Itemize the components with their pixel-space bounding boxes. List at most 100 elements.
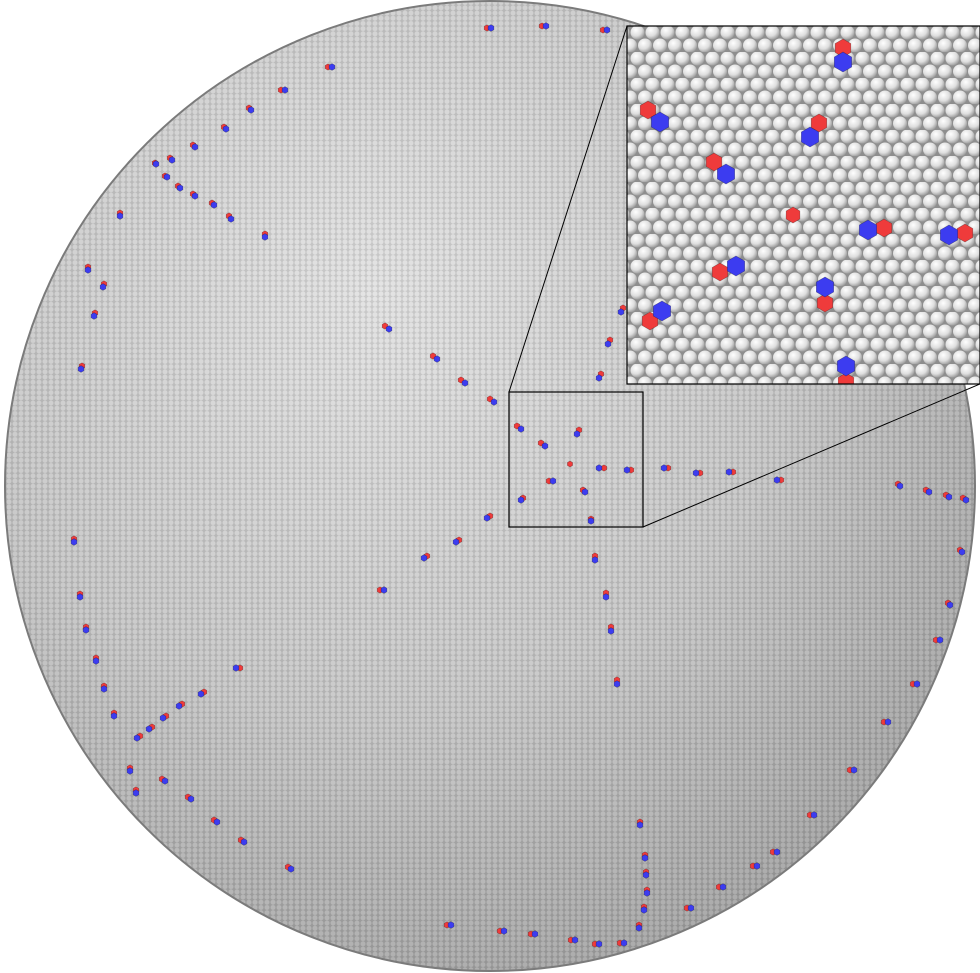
defect-blue-marker	[815, 276, 835, 298]
defect-blue-marker	[650, 111, 670, 133]
defect-blue-marker	[126, 767, 134, 775]
defect-blue-marker	[716, 163, 736, 185]
defect-blue-marker	[232, 664, 240, 672]
defect-blue-marker	[159, 714, 167, 722]
defect-blue-marker	[617, 308, 625, 316]
defect-red-marker	[567, 460, 573, 468]
defect-blue-marker	[946, 601, 954, 609]
defect-blue-marker	[939, 224, 959, 246]
defect-blue-marker	[641, 854, 649, 862]
defect-blue-marker	[281, 86, 289, 94]
defect-blue-marker	[227, 215, 235, 223]
defect-blue-marker	[77, 365, 85, 373]
defect-blue-marker	[958, 548, 966, 556]
defect-blue-marker	[461, 379, 469, 387]
defect-red-marker	[837, 372, 855, 384]
defect-blue-marker	[595, 464, 603, 472]
defect-blue-marker	[773, 848, 781, 856]
defect-blue-marker	[100, 685, 108, 693]
defect-blue-marker	[420, 554, 428, 562]
defect-blue-marker	[602, 593, 610, 601]
defect-blue-marker	[191, 192, 199, 200]
defect-blue-marker	[753, 862, 761, 870]
defect-blue-marker	[936, 636, 944, 644]
defect-blue-marker	[913, 680, 921, 688]
defect-blue-marker	[850, 766, 858, 774]
defect-blue-marker	[176, 184, 184, 192]
defect-blue-marker	[642, 871, 650, 879]
defect-blue-marker	[500, 927, 508, 935]
defect-blue-marker	[328, 63, 336, 71]
defect-blue-marker	[447, 921, 455, 929]
defect-scars	[70, 22, 970, 948]
defect-blue-marker	[925, 488, 933, 496]
defect-blue-marker	[116, 212, 124, 220]
defect-red-marker	[875, 218, 893, 238]
defect-blue-marker	[542, 22, 550, 30]
defect-blue-marker	[483, 514, 491, 522]
central-disclination-marker	[785, 206, 801, 224]
defect-blue-marker	[587, 517, 595, 525]
defect-blue-marker	[517, 425, 525, 433]
defect-blue-marker	[213, 818, 221, 826]
defect-blue-marker	[962, 496, 970, 504]
defect-blue-marker	[175, 702, 183, 710]
defect-blue-marker	[773, 476, 781, 484]
defect-red-marker	[705, 152, 723, 172]
defect-blue-marker	[595, 940, 603, 948]
defect-blue-marker	[517, 496, 525, 504]
defect-blue-marker	[380, 586, 388, 594]
defect-blue-marker	[896, 482, 904, 490]
defect-blue-marker	[92, 657, 100, 665]
defect-blue-marker	[726, 255, 746, 277]
defect-blue-marker	[640, 906, 648, 914]
defect-blue-marker	[607, 627, 615, 635]
defect-blue-marker	[145, 725, 153, 733]
defect-blue-marker	[858, 219, 878, 241]
defect-blue-marker	[800, 126, 820, 148]
defect-red-marker	[639, 100, 657, 120]
defect-blue-marker	[261, 233, 269, 241]
defect-blue-marker	[643, 889, 651, 897]
defect-blue-marker	[833, 51, 853, 73]
defect-blue-marker	[549, 477, 557, 485]
defect-blue-marker	[163, 173, 171, 181]
defect-blue-marker	[132, 789, 140, 797]
defect-blue-marker	[490, 398, 498, 406]
inset-callout-line	[508, 25, 628, 393]
defect-blue-marker	[620, 939, 628, 947]
defect-blue-marker	[452, 538, 460, 546]
defect-blue-marker	[591, 556, 599, 564]
defect-blue-marker	[531, 930, 539, 938]
defect-blue-marker	[541, 442, 549, 450]
defect-blue-marker	[836, 355, 856, 377]
defect-blue-marker	[613, 680, 621, 688]
defect-blue-marker	[581, 488, 589, 496]
defect-blue-marker	[240, 838, 248, 846]
defect-blue-marker	[197, 690, 205, 698]
defect-blue-marker	[810, 811, 818, 819]
defect-red-marker	[956, 223, 974, 243]
defect-blue-marker	[222, 125, 230, 133]
defect-blue-marker	[652, 300, 672, 322]
defect-blue-marker	[152, 160, 160, 168]
defect-blue-marker	[133, 734, 141, 742]
defect-blue-marker	[82, 626, 90, 634]
defect-blue-marker	[884, 718, 892, 726]
defect-blue-marker	[210, 201, 218, 209]
defect-blue-marker	[595, 374, 603, 382]
inset-defects	[639, 38, 974, 384]
defect-blue-marker	[692, 469, 700, 477]
defect-blue-marker	[433, 355, 441, 363]
defect-blue-marker	[110, 712, 118, 720]
defect-blue-marker	[487, 24, 495, 32]
defect-blue-marker	[161, 777, 169, 785]
defect-blue-marker	[385, 325, 393, 333]
defect-blue-marker	[99, 283, 107, 291]
defect-blue-marker	[573, 430, 581, 438]
defect-blue-marker	[623, 466, 631, 474]
defect-blue-marker	[660, 464, 668, 472]
magnified-inset	[626, 25, 980, 385]
defect-blue-marker	[571, 936, 579, 944]
